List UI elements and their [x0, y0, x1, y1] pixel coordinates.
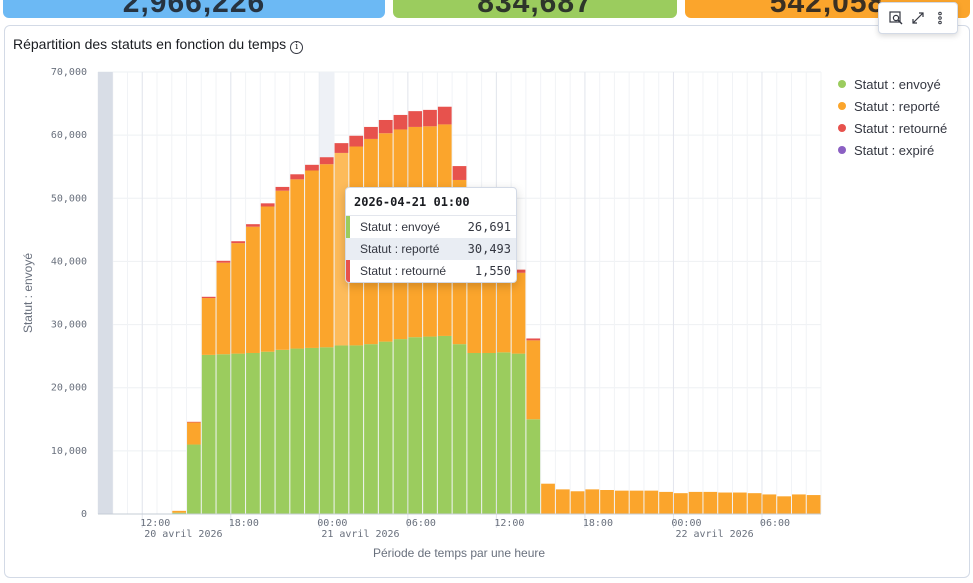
kpi-card-sent[interactable]: 834,687	[393, 0, 677, 18]
chart-tooltip: 2026-04-21 01:00 Statut : envoyé 26,691 …	[345, 187, 517, 283]
kpi-value: 834,687	[477, 0, 593, 18]
legend-dot	[838, 80, 846, 88]
fullscreen-icon[interactable]	[908, 8, 928, 28]
kpi-strip: 2,966,226 834,687 542,058	[0, 0, 973, 20]
panel-title: Répartition des statuts en fonction du t…	[13, 36, 304, 54]
tooltip-label: Statut : retourné	[360, 264, 447, 278]
tooltip-value: 26,691	[467, 220, 511, 234]
inspect-icon[interactable]	[886, 8, 906, 28]
panel-toolbar	[878, 2, 958, 34]
tooltip-label: Statut : reporté	[360, 242, 440, 256]
chart-legend: Statut : envoyé Statut : reporté Statut : …	[838, 73, 947, 161]
tooltip-value: 1,550	[474, 264, 511, 278]
tooltip-row-returned: Statut : retourné 1,550	[346, 260, 516, 282]
tooltip-swatch	[346, 238, 350, 260]
legend-label: Statut : expiré	[854, 142, 935, 158]
kpi-value: 542,058	[769, 0, 886, 18]
tooltip-row-sent: Statut : envoyé 26,691	[346, 216, 516, 238]
legend-dot	[838, 102, 846, 110]
kpi-card-total[interactable]: 2,966,226	[3, 0, 385, 18]
legend-label: Statut : retourné	[854, 120, 948, 136]
kpi-value: 2,966,226	[122, 0, 266, 18]
legend-item[interactable]: Statut : envoyé	[838, 73, 947, 95]
tooltip-value: 30,493	[467, 242, 511, 256]
tooltip-row-deferred: Statut : reporté 30,493	[346, 238, 516, 260]
tooltip-swatch	[346, 260, 350, 282]
info-icon[interactable]: i	[290, 41, 304, 54]
tooltip-swatch	[346, 216, 350, 238]
legend-label: Statut : reporté	[854, 98, 940, 114]
legend-item[interactable]: Statut : expiré	[838, 139, 947, 161]
legend-item[interactable]: Statut : retourné	[838, 117, 947, 139]
legend-dot	[838, 124, 846, 132]
more-options-icon[interactable]	[930, 8, 950, 28]
panel-title-text: Répartition des statuts en fonction du t…	[13, 36, 287, 52]
legend-label: Statut : envoyé	[854, 76, 941, 92]
status-over-time-panel: Répartition des statuts en fonction du t…	[4, 25, 970, 578]
legend-item[interactable]: Statut : reporté	[838, 95, 947, 117]
tooltip-label: Statut : envoyé	[360, 220, 441, 234]
tooltip-header: 2026-04-21 01:00	[346, 188, 516, 216]
legend-dot	[838, 146, 846, 154]
